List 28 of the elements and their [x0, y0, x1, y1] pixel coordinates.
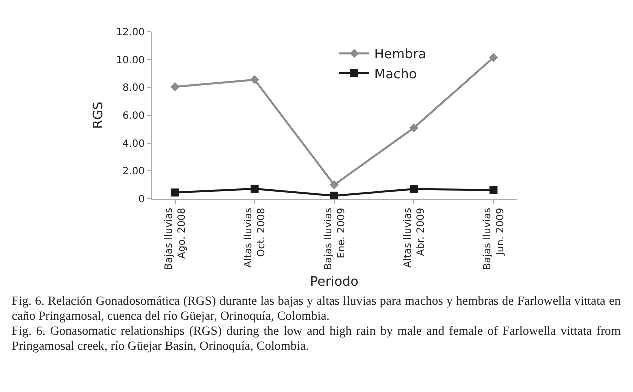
- x-tick-label: Altas lluvias Oct. 2008: [244, 208, 268, 268]
- point: [170, 82, 180, 92]
- x-axis-title: Periodo: [310, 275, 359, 290]
- point: [330, 180, 340, 190]
- y-tick-label: 12.00: [116, 28, 145, 38]
- x-tick-label: Bajas lluvias Ene. 2009: [323, 208, 348, 270]
- x-tick-label: Bajas lluvias Ago. 2008: [164, 208, 188, 270]
- caption: Fig. 6. Relación Gonadosomática (RGS) durante las bajas y altas lluvias para machos y hembras de Farlowella vittata en caño Pringamosal, cuenca del río Güejar, Orinoquía, Colombia.: [12, 294, 621, 324]
- point: [410, 123, 419, 133]
- point: [330, 192, 338, 199]
- y-tick-label: 10.00: [116, 55, 145, 66]
- y-tick-label: 6.00: [122, 111, 145, 122]
- point: [250, 184, 259, 193]
- y-tick-label: 4.00: [122, 138, 145, 150]
- y-tick-label: 0: [138, 194, 145, 206]
- y-tick-label: 2.00: [122, 166, 145, 178]
- y-axis-title: RGS: [91, 102, 106, 130]
- x-tick-label: Bajas lluvias Jun. 2009: [482, 208, 506, 270]
- point: [410, 185, 418, 194]
- legend-label: Macho: [374, 68, 418, 83]
- caption: Fig. 6. Gonasomatic relationships (RGS) during the low and high rain by male and female of Farlowella vittata from Pringamosal creek, río Güejar Basin, Orinoquía, Colombia.: [12, 324, 621, 354]
- point: [490, 186, 498, 194]
- point: [489, 53, 498, 62]
- point: [171, 188, 180, 197]
- x-tick-label: Altas lluvias Abr. 2009: [402, 208, 427, 268]
- legend-label: Hembra: [374, 48, 426, 63]
- point: [250, 75, 260, 85]
- y-tick-label: 8.00: [122, 83, 145, 94]
